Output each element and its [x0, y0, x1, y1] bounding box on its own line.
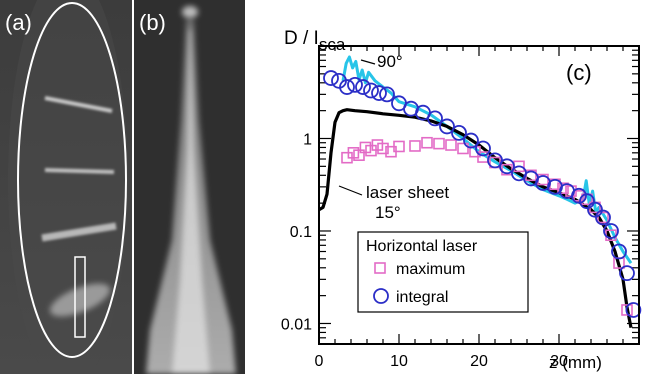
y-tick-label: 0.01 [281, 316, 312, 333]
y-tick-label: 0.1 [290, 224, 312, 241]
circle-marker [427, 110, 443, 127]
plot-frame [318, 45, 640, 345]
circle-marker [571, 187, 587, 204]
x-tick-label: 20 [470, 353, 488, 370]
square-marker [557, 182, 569, 195]
square-marker [409, 140, 421, 152]
legend-marker-integral [373, 288, 389, 304]
circle-marker [339, 79, 355, 95]
y-axis-label: D / Isca [284, 28, 346, 54]
x-axis-unit-label: z (mm) [549, 353, 602, 372]
legend-box [357, 231, 529, 313]
annotation-laser-sheet-text: laser sheet [366, 183, 449, 202]
square-marker [353, 149, 365, 161]
panel-a-image: (a) [0, 0, 132, 374]
panel-c-label: (c) [566, 60, 592, 85]
circle-marker [611, 243, 627, 260]
x-tick-label: 10 [390, 353, 408, 370]
panel-a-label: (a) [5, 10, 32, 35]
square-marker [421, 136, 433, 149]
y-tick-label: 1 [303, 131, 312, 148]
square-marker [393, 140, 405, 153]
series-line-1 [318, 108, 633, 329]
legend-label-integral: integral [396, 289, 448, 306]
chart-series [318, 55, 642, 329]
legend-marker-maximum [374, 262, 386, 274]
square-marker [377, 142, 389, 155]
circle-marker [579, 193, 595, 210]
circle-marker [499, 158, 515, 175]
x-tick-label: 30 [550, 353, 568, 370]
panel-b-image: (b) [134, 0, 245, 374]
circle-marker [451, 124, 467, 141]
field-of-view-ellipse [17, 2, 127, 358]
legend: Horizontal laser maximum integral [357, 231, 529, 313]
circle-marker [463, 132, 479, 149]
chart-panel-c: 1 0.1 0.01 0 10 20 30 D / Isca (c) z (mm) 90°… [281, 28, 642, 372]
circle-marker [595, 209, 611, 226]
legend-label-maximum: maximum [396, 261, 465, 278]
circle-marker [619, 265, 635, 282]
circle-marker [475, 140, 491, 157]
legend-title: Horizontal laser [366, 238, 478, 255]
circle-marker [323, 70, 339, 86]
panel-b-label: (b) [139, 10, 166, 35]
annotation-90deg: 90° [360, 52, 403, 71]
region-box [74, 256, 86, 338]
square-marker [621, 304, 633, 316]
circle-marker [625, 302, 642, 318]
square-marker [457, 142, 469, 155]
circle-marker [603, 223, 619, 239]
circle-marker [439, 118, 455, 135]
annotation-15deg-text: 15° [375, 203, 401, 222]
annotation-laser-sheet: laser sheet 15° [338, 183, 449, 222]
circle-marker [363, 82, 379, 99]
square-marker [445, 139, 457, 151]
circle-marker [371, 85, 387, 101]
square-marker [433, 137, 445, 150]
y-ticks: 1 0.1 0.01 [281, 45, 639, 345]
annotation-90deg-text: 90° [377, 52, 403, 71]
circle-marker [379, 86, 395, 103]
circle-marker [347, 76, 363, 93]
square-marker [597, 211, 609, 224]
x-tick-label: 0 [315, 353, 324, 370]
circle-marker [355, 79, 371, 95]
